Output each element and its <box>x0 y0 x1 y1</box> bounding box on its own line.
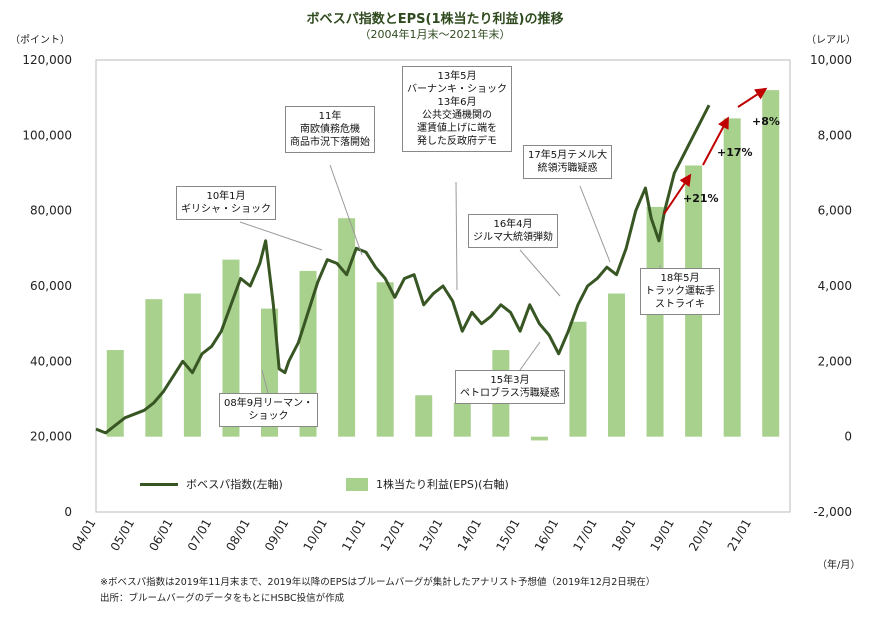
left-axis-tick-label: 80,000 <box>30 204 72 218</box>
annotation-truck-strike: 18年5月 トラック運転手 ストライキ <box>640 268 720 315</box>
x-axis-tick-label: 09/01 <box>262 517 291 554</box>
x-axis-tick-label: 04/01 <box>69 517 98 554</box>
x-axis-tick-label: 21/01 <box>725 517 754 554</box>
eps-bar <box>762 90 780 437</box>
right-axis-tick-label: 2,000 <box>818 354 852 368</box>
x-axis-unit: （年/月） <box>817 560 861 571</box>
right-axis-tick-label: -2,000 <box>813 505 852 519</box>
bovespa-index-line <box>95 104 711 435</box>
eps-bar <box>145 299 163 437</box>
right-axis-tick-label: 10,000 <box>810 53 852 67</box>
x-axis-tick-label: 05/01 <box>108 517 137 554</box>
annotation-lehman-shock: 08年9月リーマン・ ショック <box>219 393 319 427</box>
growth-arrow <box>663 173 692 215</box>
growth-label-2020: +21% <box>683 192 719 205</box>
x-axis-tick-label: 10/01 <box>301 517 330 554</box>
annotation-bernanke-shock: 13年5月 バーナンキ・ショック 13年6月 公共交通機関の 運賃値上げに端を 発した反… <box>402 66 512 152</box>
eps-bar <box>106 350 124 437</box>
legend-bar-swatch <box>346 477 368 491</box>
left-axis-tick-label: 120,000 <box>22 53 72 67</box>
footnote-source: 出所：ブルームバーグのデータをもとにHSBC投信が作成 <box>100 593 345 604</box>
chart-subtitle: （2004年1月末～2021年末） <box>359 28 511 41</box>
legend-item-index: ボベスパ指数(左軸) <box>140 476 283 492</box>
right-axis-unit: （レアル） <box>806 35 856 46</box>
right-axis-tick-label: 4,000 <box>818 279 852 293</box>
eps-bar <box>338 218 356 437</box>
legend-bar-label: 1株当たり利益(EPS)(右軸) <box>376 478 509 491</box>
left-axis-unit: （ポイント） <box>10 35 70 46</box>
x-axis-tick-label: 12/01 <box>378 517 407 554</box>
eps-bar <box>646 206 664 437</box>
annotation-leader <box>519 341 541 371</box>
x-axis-tick-label: 15/01 <box>493 517 522 554</box>
x-axis-tick-label: 06/01 <box>146 517 175 554</box>
annotation-greece-shock: 10年1月 ギリシャ・ショック <box>176 186 276 220</box>
left-axis-tick-label: 0 <box>64 505 72 519</box>
x-axis-tick-label: 19/01 <box>648 517 677 554</box>
annotation-leader <box>579 185 611 263</box>
left-axis-tick-label: 60,000 <box>30 279 72 293</box>
eps-bar <box>723 118 741 437</box>
eps-bar <box>608 293 625 437</box>
annotation-temer-scandal: 17年5月テメル大 統領汚職疑惑 <box>523 145 613 179</box>
left-axis-tick-label: 20,000 <box>30 430 72 444</box>
growth-arrow <box>702 116 729 166</box>
growth-label-2021b: +8% <box>752 115 780 128</box>
footnote-1: ※ボベスパ指数は2019年11月末まで、2019年以降のEPSはブルームバーグが… <box>100 577 656 588</box>
right-axis-tick-label: 0 <box>844 430 852 444</box>
eps-bar <box>530 436 548 441</box>
plot-frame <box>95 59 791 513</box>
eps-bar <box>376 282 394 437</box>
chart-title: ボベスパ指数とEPS(1株当たり利益)の推移 <box>306 12 564 27</box>
eps-bar <box>453 402 471 437</box>
x-axis-tick-label: 16/01 <box>532 517 561 554</box>
annotation-dilma-impeachment: 16年4月 ジルマ大統領弾劾 <box>468 214 558 248</box>
x-axis-tick-label: 08/01 <box>223 517 252 554</box>
legend-item-eps: 1株当たり利益(EPS)(右軸) <box>346 476 509 492</box>
annotation-leader <box>261 369 269 394</box>
legend-line-label: ボベスパ指数(左軸) <box>186 478 283 491</box>
right-axis-tick-label: 6,000 <box>818 204 852 218</box>
annotation-leader <box>455 181 458 291</box>
x-axis-tick-label: 07/01 <box>185 517 214 554</box>
annotation-petrobras-scandal: 15年3月 ペトロブラス汚職疑惑 <box>455 370 565 404</box>
x-axis-tick-label: 17/01 <box>570 517 599 554</box>
growth-label-2021a: +17% <box>717 146 753 159</box>
x-axis-tick-label: 11/01 <box>339 517 368 554</box>
x-axis-tick-label: 13/01 <box>416 517 445 554</box>
x-axis-tick-label: 18/01 <box>609 517 638 554</box>
x-axis-tick-label: 20/01 <box>686 517 715 554</box>
eps-bar <box>183 293 201 437</box>
annotation-leader <box>239 221 323 251</box>
left-axis-tick-label: 100,000 <box>22 128 72 142</box>
eps-bar <box>415 395 433 437</box>
annotation-leader <box>519 249 561 297</box>
right-axis-tick-label: 8,000 <box>818 128 852 142</box>
eps-bar <box>569 321 587 437</box>
legend-line-swatch <box>140 482 178 486</box>
eps-bar <box>222 259 240 437</box>
growth-arrow <box>737 87 768 108</box>
left-axis-tick-label: 40,000 <box>30 354 72 368</box>
annotation-euro-debt-crisis: 11年 南欧債務危機 商品市況下落開始 <box>285 106 375 153</box>
x-axis-tick-label: 14/01 <box>455 517 484 554</box>
annotation-leader <box>329 164 363 256</box>
